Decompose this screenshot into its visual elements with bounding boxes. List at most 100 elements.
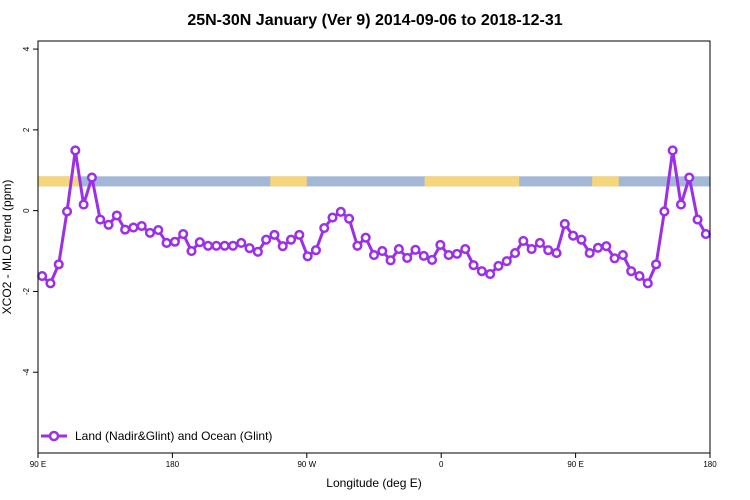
data-point	[352, 240, 363, 251]
x-tick-label: 180	[703, 460, 717, 469]
data-point	[153, 224, 164, 236]
band-land-segment	[270, 176, 307, 187]
x-tick-label: 0	[439, 460, 444, 469]
data-point	[651, 259, 662, 270]
data-point	[277, 241, 288, 252]
data-point	[485, 269, 496, 280]
y-tick-label: -4	[22, 368, 31, 376]
x-tick-label: 90 E	[567, 460, 583, 469]
data-point	[285, 234, 297, 245]
data-point	[53, 259, 64, 270]
data-point	[70, 145, 81, 156]
data-point	[161, 237, 172, 249]
data-point	[368, 250, 380, 261]
data-point	[61, 206, 73, 217]
data-point	[667, 145, 678, 156]
data-point	[385, 255, 396, 266]
data-point	[236, 237, 247, 249]
legend: Land (Nadir&Glint) and Ocean (Glint)	[41, 429, 272, 443]
data-point	[310, 245, 321, 256]
data-point	[543, 245, 554, 256]
data-point	[568, 230, 579, 241]
data-point	[393, 243, 404, 255]
y-tick-label: -2	[22, 287, 31, 295]
data-point	[534, 237, 545, 249]
data-point	[659, 206, 670, 217]
data-point	[37, 271, 48, 282]
data-point	[86, 172, 97, 183]
data-point	[252, 246, 263, 257]
land-ocean-band	[38, 176, 710, 187]
data-point	[609, 253, 620, 264]
data-point	[178, 229, 189, 240]
data-point	[294, 229, 305, 240]
data-point	[327, 212, 338, 223]
y-axis: 4 2 0 -2 -4	[22, 46, 38, 376]
data-point	[360, 232, 371, 243]
data-point	[642, 278, 653, 289]
data-point	[103, 219, 114, 230]
data-point	[675, 199, 687, 210]
data-point	[402, 252, 413, 263]
data-point	[551, 248, 562, 259]
data-point	[203, 240, 214, 251]
data-point	[319, 222, 330, 234]
data-point	[559, 218, 570, 230]
plot-frame	[37, 40, 711, 454]
data-point	[111, 210, 122, 221]
y-tick-label: 4	[22, 46, 31, 51]
data-point	[410, 244, 421, 255]
data-point	[377, 245, 388, 257]
data-point	[692, 214, 703, 225]
data-point	[700, 229, 711, 240]
data-point	[468, 260, 479, 271]
data-point	[509, 248, 521, 259]
data-point	[144, 227, 156, 238]
data-point	[592, 242, 604, 253]
series-line	[41, 149, 708, 285]
x-tick-label: 90 W	[297, 460, 316, 469]
data-point	[518, 235, 529, 246]
data-point	[120, 224, 131, 235]
legend-label: Land (Nadir&Glint) and Ocean (Glint)	[75, 429, 272, 443]
data-point	[45, 278, 56, 289]
y-tick-label: 2	[22, 127, 31, 132]
data-point	[418, 250, 429, 261]
data-point	[219, 240, 230, 251]
chart-title: 25N-30N January (Ver 9) 2014-09-06 to 20…	[187, 12, 562, 29]
band-ocean	[38, 176, 710, 187]
data-point	[443, 250, 454, 261]
data-point	[78, 199, 89, 210]
data-point	[601, 241, 612, 252]
y-axis-label: XCO2 - MLO trend (ppm)	[0, 180, 14, 315]
data-point	[684, 172, 695, 183]
data-point	[269, 229, 280, 240]
data-point	[626, 266, 637, 277]
data-point	[451, 248, 463, 259]
data-point	[128, 222, 139, 233]
x-axis-label: Longitude (deg E)	[326, 476, 421, 490]
data-point	[584, 248, 595, 259]
data-point	[435, 239, 446, 251]
data-point	[344, 213, 355, 224]
data-point	[95, 214, 106, 225]
band-land-segment	[38, 176, 82, 187]
series-layer	[37, 145, 711, 289]
data-point	[493, 260, 504, 272]
data-point	[261, 234, 272, 245]
data-point	[211, 240, 222, 251]
band-land-segment	[592, 176, 619, 187]
data-point	[526, 243, 537, 255]
data-point	[227, 240, 239, 251]
legend-marker-swatch	[48, 430, 60, 442]
data-point	[194, 237, 205, 248]
x-tick-label: 180	[166, 460, 180, 469]
x-axis: 90 E 180 90 W 0 90 E 180	[30, 453, 717, 469]
y-tick-label: 0	[22, 208, 31, 213]
data-point	[136, 220, 147, 232]
data-point	[501, 256, 512, 267]
data-point	[617, 250, 628, 261]
data-point	[302, 251, 313, 262]
data-point	[427, 254, 438, 265]
